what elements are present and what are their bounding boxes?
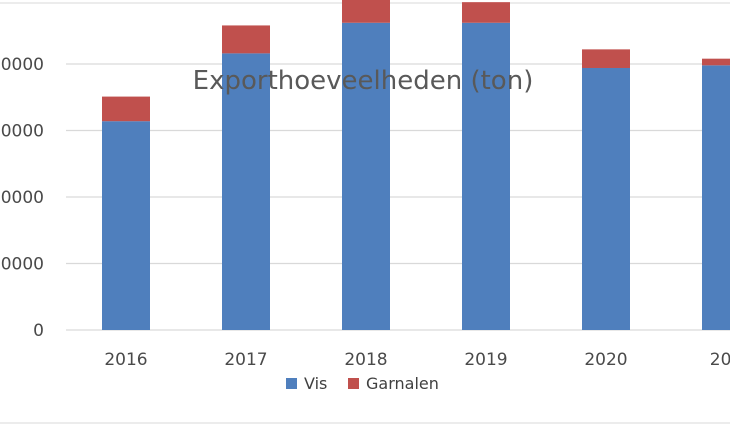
bar-vis-2017 [222, 53, 270, 331]
x-tick-label: 2018 [344, 350, 387, 370]
legend-label-vis: Vis [304, 374, 327, 393]
y-tick-label: 0 [33, 321, 44, 341]
bar-vis-2016 [102, 121, 150, 330]
bar-vis-2021 [702, 65, 730, 330]
gridlines [66, 63, 730, 331]
x-tick-label: 2019 [464, 350, 507, 370]
bar-vis-2019 [462, 22, 510, 331]
legend: Vis Garnalen [286, 374, 439, 393]
bar-vis-2018 [342, 22, 390, 331]
bar-garnalen-2019 [462, 2, 510, 23]
x-tick-label: 2017 [224, 350, 267, 370]
legend-label-garnalen: Garnalen [366, 374, 439, 393]
bar-garnalen-2016 [102, 96, 150, 122]
chart-title: Exporthoeveelheden (ton) [193, 66, 534, 96]
legend-swatch-vis [286, 378, 297, 389]
bar-garnalen-2020 [582, 49, 630, 68]
x-tick-label: 2016 [104, 350, 147, 370]
legend-swatch-garnalen [348, 378, 359, 389]
bar-vis-2020 [582, 67, 630, 331]
x-axis-tick-labels: 2016 2017 2018 2019 2020 202 [104, 350, 730, 370]
x-tick-label: 202 [710, 350, 730, 370]
bar-garnalen-2021 [702, 58, 730, 66]
bar-garnalen-2018 [342, 0, 390, 23]
bars [102, 0, 730, 331]
bar-garnalen-2017 [222, 25, 270, 54]
y-axis-tick-labels: 000000000000000000000 [0, 55, 44, 341]
x-tick-label: 2020 [584, 350, 627, 370]
